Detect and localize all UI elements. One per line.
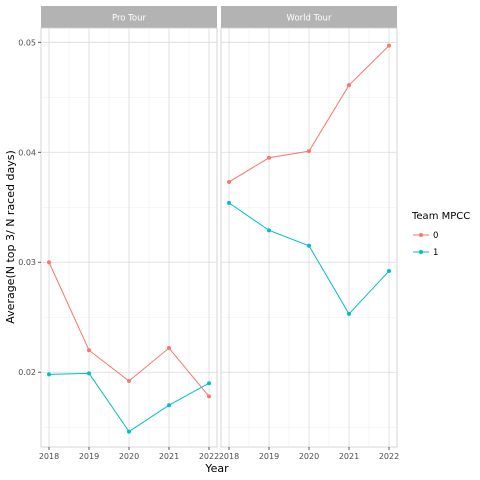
series-1 [47, 371, 211, 434]
data-point [347, 311, 351, 316]
legend-entry-0: 0 [413, 231, 438, 241]
series-1 [227, 200, 391, 316]
series-0 [227, 43, 391, 184]
y-axis: 0.02 0.03 0.04 0.05 [18, 38, 41, 377]
data-point [87, 371, 91, 376]
legend-label: 0 [433, 231, 438, 241]
x-axis-panel-2: 2018 2019 2020 2021 2022 [219, 447, 399, 461]
x-tick-label: 2018 [39, 452, 59, 461]
x-tick-label: 2020 [119, 452, 139, 461]
x-tick-label: 2019 [259, 452, 279, 461]
x-tick-label: 2018 [219, 452, 239, 461]
x-tick-label: 2020 [299, 452, 319, 461]
legend-label: 1 [433, 248, 438, 258]
data-point [307, 149, 311, 154]
y-tick-label: 0.04 [18, 148, 36, 157]
y-tick-label: 0.03 [18, 258, 36, 267]
legend-entry-1: 1 [413, 248, 438, 258]
y-tick-label: 0.05 [18, 38, 36, 47]
panel-world-tour: World Tour [220, 6, 398, 448]
data-point [227, 179, 231, 184]
data-point [167, 403, 171, 408]
legend: Team MPCC 0 1 [411, 211, 470, 258]
strip-label: Pro Tour [112, 14, 147, 24]
x-axes: 2018 2019 2020 2021 2022 2018 2019 2020 2021 2022 [39, 447, 399, 461]
data-point [307, 243, 311, 248]
x-axis-panel-1: 2018 2019 2020 2021 2022 [39, 447, 219, 461]
data-point [207, 381, 211, 386]
panels: Pro Tour World Tour [40, 6, 398, 448]
x-tick-label: 2021 [339, 452, 359, 461]
data-point [387, 269, 391, 274]
x-tick-label: 2019 [79, 452, 99, 461]
data-point [267, 228, 271, 233]
legend-title: Team MPCC [411, 211, 470, 222]
data-point [347, 83, 351, 88]
strip-background [41, 6, 217, 28]
data-point [127, 379, 131, 384]
legend-key-point [419, 233, 423, 237]
data-point [267, 155, 271, 160]
x-tick-label: 2022 [199, 452, 219, 461]
strip-background [221, 6, 397, 28]
x-tick-label: 2022 [379, 452, 399, 461]
data-point [227, 200, 231, 205]
x-axis-title: Year [204, 462, 229, 475]
data-point [47, 372, 51, 377]
data-point [207, 394, 211, 399]
panel-pro-tour: Pro Tour [40, 6, 218, 448]
y-tick-label: 0.02 [18, 368, 36, 377]
legend-key-point [419, 250, 423, 254]
data-point [387, 43, 391, 48]
series-0 [47, 260, 211, 399]
x-tick-label: 2021 [159, 452, 179, 461]
data-point [127, 429, 131, 434]
data-point [87, 348, 91, 353]
data-point [167, 346, 171, 351]
data-point [47, 260, 51, 265]
y-axis-title: Average(N top 3/ N raced days) [4, 150, 17, 323]
strip-label: World Tour [287, 14, 332, 24]
